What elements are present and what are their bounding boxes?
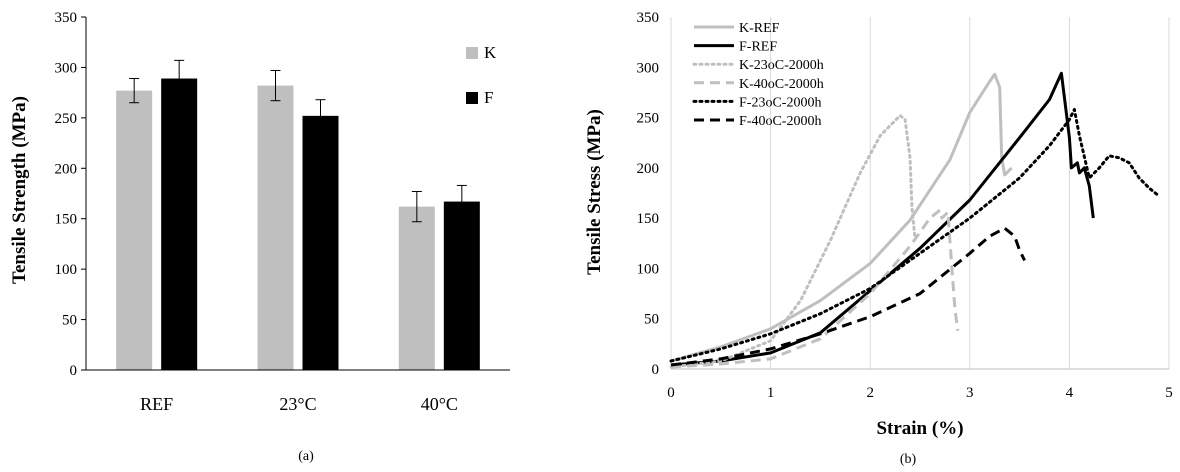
y-tick-label-b: 250 (637, 111, 660, 127)
legend-label-F-REF: F-REF (739, 40, 777, 55)
y-tick-label-b: 100 (637, 261, 660, 277)
bar-F (302, 115, 339, 370)
y-tick-label-a: 150 (55, 212, 78, 228)
legend-swatch-K (466, 47, 478, 59)
bar-F (443, 201, 480, 370)
y-tick-label-a: 100 (55, 262, 78, 278)
line-chart-panel-b: 0 50 100 150 200 250 300 350 0 1 2 3 4 5 K-REF F-REF K… (584, 10, 1173, 467)
bar-F (161, 78, 198, 370)
series-line-K-REF (670, 72, 1013, 363)
x-category-label-a: 23°C (279, 394, 316, 414)
y-tick-label-b: 0 (652, 362, 660, 378)
series-line-K-23oC-2000h (669, 114, 917, 369)
bar-K (398, 206, 435, 370)
x-axis-title-b: Strain (%) (876, 418, 963, 439)
x-tick-label-b: 0 (667, 385, 675, 401)
y-axis-title-b: Tensile Stress (MPa) (584, 109, 605, 275)
y-tick-label-a: 350 (55, 10, 78, 26)
x-tick-label-b: 2 (866, 385, 874, 401)
legend-label-F-23oC-2000h: F-23oC-2000h (739, 95, 821, 110)
series-line-F-23oC-2000h (669, 108, 1161, 363)
y-tick-label-b: 200 (637, 161, 660, 177)
panel-caption-a: (a) (298, 449, 314, 464)
y-tick-label-b: 350 (637, 10, 660, 26)
y-tick-label-b: 50 (644, 312, 659, 328)
y-tick-label-a: 50 (62, 313, 77, 329)
y-tick-label-b: 150 (637, 211, 660, 227)
bar-chart-panel-a: 0 50 100 150 200 250 300 350 REF 23°C 40°C K F Ten… (9, 10, 510, 464)
series-line-F-REF (670, 71, 1095, 367)
x-category-label-a: REF (140, 394, 173, 414)
legend-label-F: F (484, 88, 493, 107)
x-tick-label-b: 5 (1165, 385, 1173, 401)
legend-label-K-40oC-2000h: K-40oC-2000h (739, 77, 824, 92)
bar-K (116, 90, 153, 370)
y-tick-label-a: 200 (55, 161, 78, 177)
panel-caption-b: (b) (900, 452, 917, 467)
legend-label-K: K (484, 43, 497, 62)
legend-label-K-23oC-2000h: K-23oC-2000h (739, 58, 824, 73)
y-tick-label-b: 300 (637, 60, 660, 76)
x-tick-label-b: 4 (1066, 385, 1074, 401)
y-tick-label-a: 0 (70, 363, 78, 379)
y-axis-title-a: Tensile Strength (MPa) (9, 96, 30, 284)
series-line-K-40oC-2000h (670, 208, 960, 369)
x-tick-label-b: 3 (966, 385, 974, 401)
legend-label-K-REF: K-REF (739, 21, 780, 36)
y-tick-label-a: 300 (55, 60, 78, 76)
y-tick-label-a: 250 (55, 111, 78, 127)
legend-label-F-40oC-2000h: F-40oC-2000h (739, 114, 821, 129)
x-category-label-a: 40°C (421, 394, 458, 414)
x-tick-label-b: 1 (767, 385, 775, 401)
series-line-F-40oC-2000h (670, 226, 1026, 367)
bar-K (257, 85, 294, 370)
legend-swatch-F (466, 92, 478, 104)
